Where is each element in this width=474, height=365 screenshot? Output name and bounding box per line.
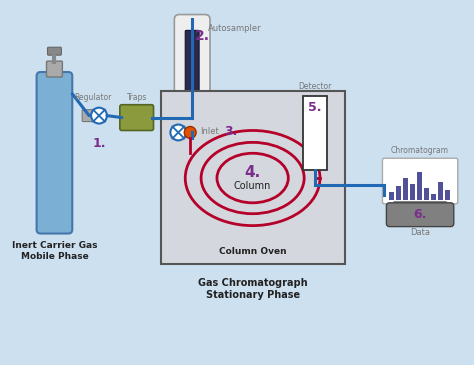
FancyBboxPatch shape	[120, 105, 154, 130]
FancyBboxPatch shape	[46, 61, 63, 77]
Bar	[431, 194, 436, 200]
FancyBboxPatch shape	[383, 158, 458, 204]
Text: Column Oven: Column Oven	[219, 247, 287, 256]
Text: Traps: Traps	[127, 93, 147, 102]
FancyBboxPatch shape	[386, 203, 454, 227]
Bar	[389, 192, 394, 200]
Text: Gas Chromatograph
Stationary Phase: Gas Chromatograph Stationary Phase	[198, 278, 308, 300]
Text: Inlet: Inlet	[200, 127, 219, 136]
Text: 2.: 2.	[195, 30, 210, 43]
Text: 1.: 1.	[92, 137, 106, 150]
Bar	[445, 190, 450, 200]
Text: Chromatogram: Chromatogram	[391, 146, 449, 155]
Bar	[410, 184, 415, 200]
Text: Inert Carrier Gas
Mobile Phase: Inert Carrier Gas Mobile Phase	[12, 242, 97, 261]
Bar	[396, 186, 401, 200]
Bar	[424, 188, 429, 200]
Text: Autosampler: Autosampler	[208, 24, 262, 34]
Text: 6.: 6.	[413, 208, 427, 221]
Bar	[403, 178, 408, 200]
Circle shape	[91, 108, 107, 123]
Bar	[438, 182, 443, 200]
Circle shape	[184, 127, 196, 138]
FancyBboxPatch shape	[82, 110, 96, 122]
Text: 5.: 5.	[308, 101, 322, 114]
Text: Data: Data	[410, 228, 430, 237]
Text: 4.: 4.	[245, 165, 261, 180]
FancyBboxPatch shape	[162, 91, 345, 264]
Bar	[417, 172, 422, 200]
FancyBboxPatch shape	[47, 47, 61, 55]
FancyBboxPatch shape	[174, 15, 210, 143]
FancyBboxPatch shape	[394, 201, 447, 206]
Text: Detector: Detector	[298, 82, 332, 91]
Text: 3.: 3.	[224, 125, 237, 138]
Text: Regulator: Regulator	[74, 93, 112, 102]
FancyBboxPatch shape	[185, 30, 199, 122]
FancyBboxPatch shape	[303, 96, 327, 170]
Circle shape	[170, 124, 186, 141]
Text: Column: Column	[234, 181, 271, 191]
FancyBboxPatch shape	[36, 72, 72, 234]
